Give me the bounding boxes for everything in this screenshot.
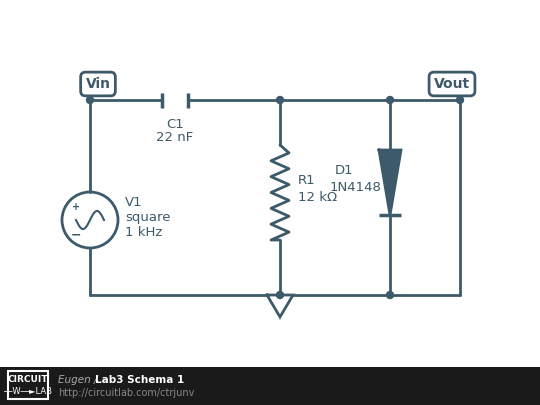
Text: C1: C1	[166, 118, 184, 131]
Text: V1: V1	[125, 196, 143, 209]
Circle shape	[276, 96, 284, 104]
Bar	[8, 371, 48, 399]
Circle shape	[86, 96, 93, 104]
Text: ―W―►LAB: ―W―►LAB	[4, 386, 52, 396]
Text: R1: R1	[298, 174, 315, 187]
Circle shape	[387, 96, 394, 104]
Text: Eugen /: Eugen /	[58, 375, 101, 385]
Text: square: square	[125, 211, 171, 224]
Text: D1: D1	[335, 164, 354, 177]
Text: 12 kΩ: 12 kΩ	[298, 191, 337, 204]
Text: http://circuitlab.com/ctrjunv: http://circuitlab.com/ctrjunv	[58, 388, 194, 398]
Circle shape	[276, 292, 284, 298]
Bar	[0, 367, 540, 405]
Text: Lab3 Schema 1: Lab3 Schema 1	[95, 375, 184, 385]
Circle shape	[387, 292, 394, 298]
Text: Vout: Vout	[434, 77, 470, 91]
Polygon shape	[267, 295, 293, 317]
Text: 1 kHz: 1 kHz	[125, 226, 163, 239]
Text: 1N4148: 1N4148	[330, 181, 382, 194]
Text: 22 nF: 22 nF	[157, 131, 194, 144]
Text: +: +	[72, 202, 80, 212]
Text: CIRCUIT: CIRCUIT	[8, 375, 48, 384]
Text: Vin: Vin	[85, 77, 111, 91]
Circle shape	[456, 96, 463, 104]
Text: −: −	[71, 228, 81, 241]
Polygon shape	[379, 150, 401, 215]
